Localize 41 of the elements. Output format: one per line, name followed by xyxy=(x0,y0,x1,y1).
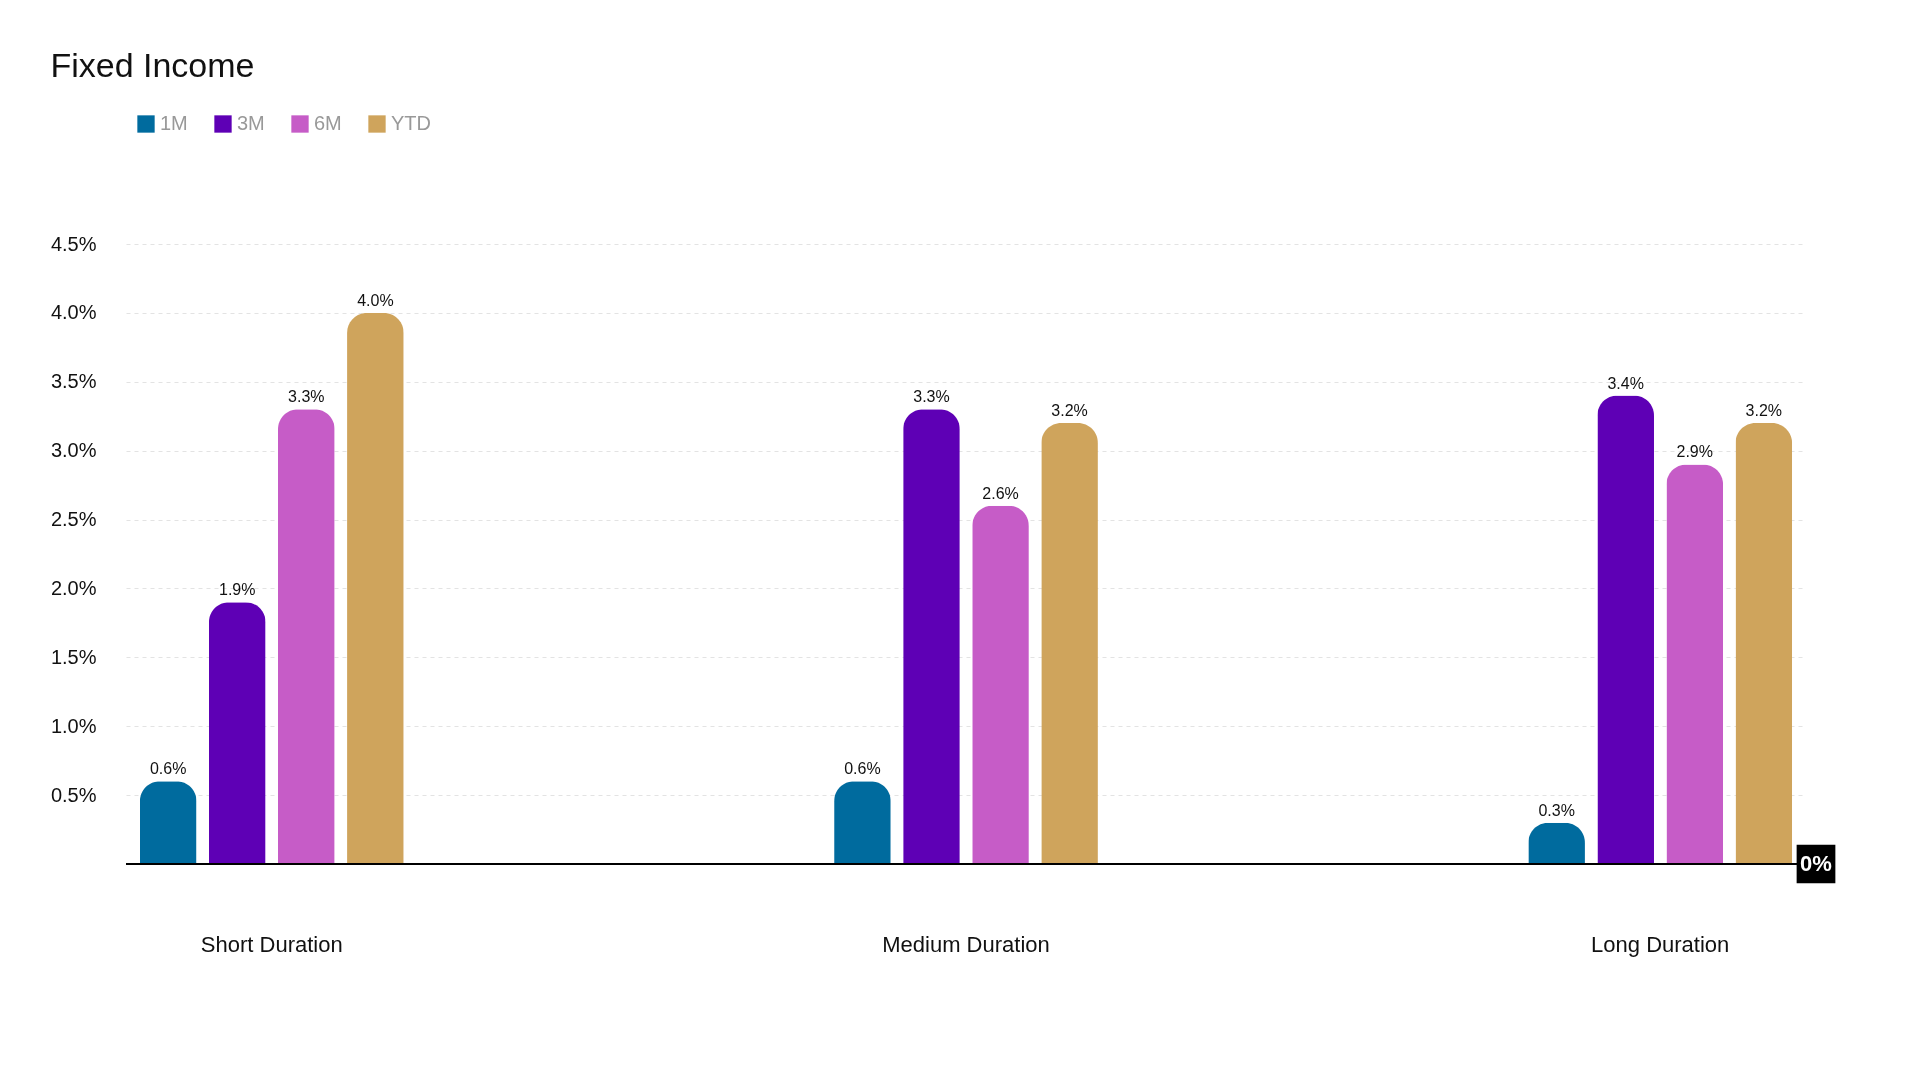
bar xyxy=(278,409,335,864)
x-tick-label: Long Duration xyxy=(1591,931,1730,957)
x-tick-label: Medium Duration xyxy=(882,931,1050,957)
bar xyxy=(139,781,197,864)
data-label: 0.3% xyxy=(1538,801,1575,819)
data-label: 2.9% xyxy=(1676,443,1713,461)
y-tick-label: 2.0% xyxy=(50,576,97,599)
bar xyxy=(1666,464,1724,864)
legend-label: YTD xyxy=(391,112,431,134)
ref-line-label: 0% xyxy=(1800,851,1832,876)
data-label: 0.6% xyxy=(844,760,881,778)
y-tick-label: 0.5% xyxy=(50,783,97,806)
bar xyxy=(834,781,891,864)
data-label: 3.3% xyxy=(288,388,325,406)
bar xyxy=(903,409,960,864)
y-tick-label: 3.0% xyxy=(50,439,97,462)
data-label: 2.6% xyxy=(982,484,1019,502)
legend-label: 3M xyxy=(237,112,265,134)
bar xyxy=(972,505,1029,864)
bar xyxy=(208,602,266,864)
data-label: 3.2% xyxy=(1051,402,1088,420)
data-label: 0.6% xyxy=(149,760,187,778)
bar xyxy=(1735,423,1793,864)
data-label: 3.3% xyxy=(913,388,950,406)
y-tick-label: 1.5% xyxy=(50,645,97,668)
data-label: 3.2% xyxy=(1745,402,1783,420)
data-label: 4.0% xyxy=(357,291,394,309)
bar xyxy=(1041,423,1098,864)
y-tick-label: 2.5% xyxy=(50,508,97,531)
chart-title: Fixed Income xyxy=(50,46,255,84)
y-tick-label: 4.5% xyxy=(50,232,97,255)
bar xyxy=(1597,395,1654,864)
x-tick-label: Short Duration xyxy=(200,931,343,957)
y-tick-label: 1.0% xyxy=(50,714,97,737)
y-tick-label: 4.0% xyxy=(50,301,97,324)
data-label: 3.4% xyxy=(1607,374,1644,392)
data-label: 1.9% xyxy=(219,581,256,599)
bar xyxy=(347,312,404,864)
legend-label: 1M xyxy=(160,112,188,134)
legend-label: 6M xyxy=(314,112,342,134)
y-tick-label: 3.5% xyxy=(50,370,97,393)
